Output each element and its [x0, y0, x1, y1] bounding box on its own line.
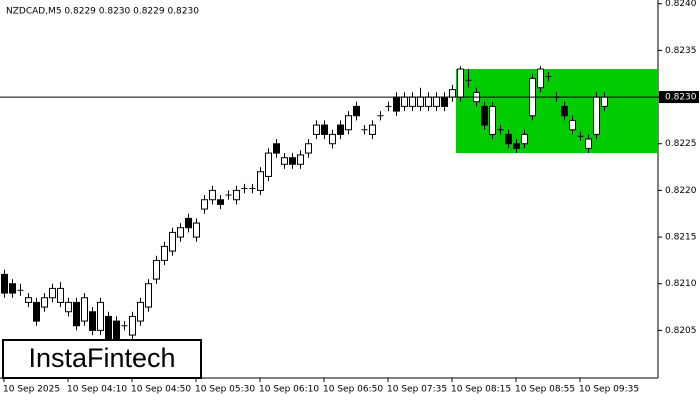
candle-body: [417, 96, 424, 107]
candle-body: [401, 96, 408, 107]
x-tick-label: 10 Sep 08:55: [515, 385, 575, 395]
candle-body: [153, 259, 160, 280]
candle-body: [449, 89, 456, 98]
candle-body: [65, 301, 72, 313]
candle-body: [185, 217, 192, 229]
candle-body: [409, 96, 416, 107]
candle-body: [169, 231, 176, 252]
x-tick-label: 10 Sep 06:10: [259, 385, 319, 395]
candle-body: [337, 124, 344, 135]
candle-body: [41, 297, 48, 308]
candle-body: [25, 297, 32, 303]
x-tick-label: 10 Sep 08:15: [451, 385, 511, 395]
candle-body: [585, 138, 592, 149]
candle-body: [425, 96, 432, 107]
candle-body: [289, 157, 296, 165]
candle-body: [481, 105, 488, 126]
candle-body: [313, 124, 320, 135]
candle-body: [489, 105, 496, 135]
candle-body: [129, 315, 136, 336]
candle-body: [273, 143, 280, 154]
last-price-label: 0.8230: [665, 93, 697, 103]
candle-body: [433, 96, 440, 107]
candle-body: [321, 124, 328, 135]
y-tick-label: 0.8205: [665, 326, 697, 336]
candle-body: [297, 154, 304, 165]
candle-body: [601, 96, 608, 107]
candle-body: [73, 301, 80, 327]
x-tick-label: 10 Sep 04:10: [67, 385, 127, 395]
y-tick-label: 0.8210: [665, 279, 697, 289]
candle-body: [193, 222, 200, 238]
candle-body: [305, 143, 312, 154]
candle-body: [233, 189, 240, 201]
y-tick-label: 0.8215: [665, 233, 697, 243]
candle-body: [561, 105, 568, 117]
chart-title: NZDCAD,M5 0.8229 0.8230 0.8229 0.8230: [6, 7, 199, 17]
candle-body: [369, 124, 376, 135]
candle-body: [329, 133, 336, 145]
candle-body: [257, 171, 264, 191]
candle-body: [593, 96, 600, 135]
x-tick-label: 10 Sep 05:30: [195, 385, 255, 395]
last-price-box: [659, 91, 699, 104]
candle-body: [57, 287, 64, 303]
y-tick-label: 0.8220: [665, 186, 697, 196]
candle-body: [177, 227, 184, 238]
candle-body: [217, 199, 224, 205]
candle-body: [161, 245, 168, 261]
x-tick-label: 10 Sep 07:35: [387, 385, 447, 395]
x-tick-label: 10 Sep 04:50: [131, 385, 191, 395]
candle-body: [33, 301, 40, 322]
x-tick-label: 10 Sep 06:50: [323, 385, 383, 395]
y-tick-label: 0.8235: [665, 46, 697, 56]
candle-body: [457, 68, 464, 98]
y-tick-label: 0.8240: [665, 0, 697, 9]
candle-body: [105, 315, 112, 341]
candle-body: [89, 311, 96, 331]
x-tick-label: 10 Sep 09:35: [579, 385, 639, 395]
candle-body: [49, 287, 56, 299]
candle-body: [97, 301, 104, 331]
candle-body: [569, 119, 576, 131]
candle-body: [209, 189, 216, 201]
candle-body: [81, 297, 88, 322]
candle-body: [393, 96, 400, 112]
candle-body: [345, 115, 352, 131]
candle-body: [353, 105, 360, 117]
candle-body: [441, 96, 448, 107]
candle-body: [265, 152, 272, 177]
candle-body: [145, 283, 152, 308]
candle-body: [521, 133, 528, 145]
candle-body: [201, 199, 208, 210]
candle-body: [505, 133, 512, 145]
logo: InstaFintech: [28, 343, 175, 373]
logo-box: [2, 339, 202, 379]
candle-body: [113, 320, 120, 341]
candle-body: [537, 68, 544, 89]
y-tick-label: 0.8225: [665, 139, 697, 149]
candle-body: [137, 301, 144, 322]
candle-body: [281, 157, 288, 165]
candle-body: [513, 143, 520, 149]
candle-body: [1, 273, 8, 294]
x-tick-label: 10 Sep 2025: [3, 385, 60, 395]
candle-body: [9, 283, 16, 294]
